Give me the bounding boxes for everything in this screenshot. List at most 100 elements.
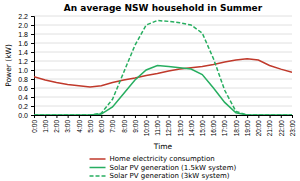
x-tick: 0:00 — [31, 115, 38, 133]
title: An average NSW household in Summer — [64, 3, 263, 13]
x-tick-mark — [34, 115, 35, 118]
y-tick-mark — [31, 16, 34, 17]
x-tick-label: 22:00 — [278, 120, 285, 137]
plot: 0.00.20.40.60.81.01.21.41.61.82.02.20:00… — [18, 13, 296, 137]
x-tick: 23:00 — [289, 115, 296, 136]
x-tick-mark — [135, 115, 136, 118]
x-tick-mark — [68, 115, 69, 118]
y-tick-label: 1.8 — [18, 31, 28, 38]
legend-label: Solar PV generation (3kW system) — [110, 172, 230, 180]
legend: Home electricity consumptionSolar PV gen… — [90, 155, 237, 180]
grid-line — [34, 34, 292, 35]
x-tick-mark — [236, 115, 237, 118]
y-tick: 0.8 — [18, 76, 34, 83]
y-tick-label: 0.0 — [18, 112, 28, 119]
x-tick-label: 8:00 — [121, 120, 128, 133]
y-tick-label: 1.0 — [18, 67, 28, 74]
x-tick-mark — [79, 115, 80, 118]
y-tick-mark — [31, 115, 34, 116]
x-tick-mark — [191, 115, 192, 118]
x-tick: 20:00 — [255, 115, 262, 136]
x-tick-label: 3:00 — [64, 120, 71, 133]
x-tick-mark — [56, 115, 57, 118]
x-tick-mark — [90, 115, 91, 118]
y-tick-label: 1.6 — [18, 40, 28, 47]
x-tick-mark — [101, 115, 102, 118]
x-tick: 4:00 — [76, 115, 83, 133]
x-tick: 15:00 — [199, 115, 206, 136]
x-tick: 22:00 — [278, 115, 285, 136]
y-tick-mark — [31, 52, 34, 53]
y-tick: 1.2 — [18, 58, 34, 65]
x-tick: 16:00 — [210, 115, 217, 136]
legend-item: Home electricity consumption — [90, 155, 215, 163]
y-tick-mark — [31, 97, 34, 98]
x-tick-label: 20:00 — [255, 120, 262, 137]
grid-line — [34, 79, 292, 80]
x-tick: 6:00 — [98, 115, 105, 133]
x-tick-label: 14:00 — [188, 120, 195, 137]
series-line — [34, 59, 292, 87]
x-tick-label: 19:00 — [244, 120, 251, 137]
grid-line — [34, 61, 292, 62]
x-axis-title: Time — [153, 142, 173, 151]
y-axis-title: Power (kW) — [4, 44, 13, 87]
x-tick-label: 11:00 — [154, 120, 161, 136]
x-tick-label: 17:00 — [221, 120, 228, 137]
series-line — [34, 21, 292, 116]
y-tick: 0.6 — [18, 85, 34, 92]
y-tick-label: 0.4 — [18, 94, 28, 101]
grid-line — [34, 43, 292, 44]
x-tick-label: 4:00 — [76, 120, 83, 133]
x-tick-mark — [225, 115, 226, 118]
x-tick-label: 6:00 — [98, 120, 105, 133]
y-tick: 1.0 — [18, 67, 34, 74]
x-tick: 3:00 — [64, 115, 71, 133]
x-tick-mark — [213, 115, 214, 118]
x-tick: 5:00 — [87, 115, 94, 133]
x-tick-label: 1:00 — [42, 120, 49, 133]
lines — [34, 21, 292, 116]
x-tick-label: 2:00 — [53, 120, 60, 133]
grid — [34, 16, 292, 115]
y-tick: 1.4 — [18, 49, 34, 56]
x-tick-mark — [146, 115, 147, 118]
y-tick-label: 1.2 — [18, 58, 28, 65]
x-tick: 10:00 — [143, 115, 150, 136]
x-tick-mark — [292, 115, 293, 118]
y-tick: 2.0 — [18, 22, 34, 29]
grid-line — [34, 97, 292, 98]
y-tick-mark — [31, 25, 34, 26]
chart: 0.00.20.40.60.81.01.21.41.61.82.02.20:00… — [0, 0, 300, 181]
grid-line — [34, 70, 292, 71]
x-tick-label: 9:00 — [132, 120, 139, 133]
x-axis: 0:00 1:00 2:00 3:00 4:00 5:00 6:00 7:00 8:00 9:00… — [31, 115, 296, 136]
x-tick-label: 18:00 — [233, 120, 240, 137]
y-tick-mark — [31, 106, 34, 107]
x-tick: 11:00 — [154, 115, 161, 136]
y-tick-mark — [31, 70, 34, 71]
x-tick-label: 15:00 — [199, 120, 206, 137]
legend-swatch — [90, 175, 106, 177]
grid-line — [34, 16, 292, 17]
legend-item: Solar PV generation (3kW system) — [90, 172, 230, 180]
legend-label: Solar PV generation (1.5kW system) — [110, 164, 237, 172]
y-tick-label: 0.2 — [18, 103, 28, 110]
x-tick-mark — [247, 115, 248, 118]
x-tick-mark — [270, 115, 271, 118]
x-tick-mark — [169, 115, 170, 118]
x-tick: 1:00 — [42, 115, 49, 133]
y-axis-line — [31, 17, 35, 116]
y-tick-mark — [31, 61, 34, 62]
grid-line — [34, 88, 292, 89]
grid-line — [34, 106, 292, 107]
x-tick: 7:00 — [109, 115, 116, 133]
y-tick: 1.8 — [18, 31, 34, 38]
y-tick-label: 0.6 — [18, 85, 28, 92]
x-tick-mark — [113, 115, 114, 118]
legend-item: Solar PV generation (1.5kW system) — [90, 164, 237, 172]
legend-swatch — [90, 167, 106, 169]
y-axis: 0.00.20.40.60.81.01.21.41.61.82.02.2 — [18, 13, 34, 119]
x-tick: 2:00 — [53, 115, 60, 133]
x-tick-label: 23:00 — [289, 120, 296, 137]
